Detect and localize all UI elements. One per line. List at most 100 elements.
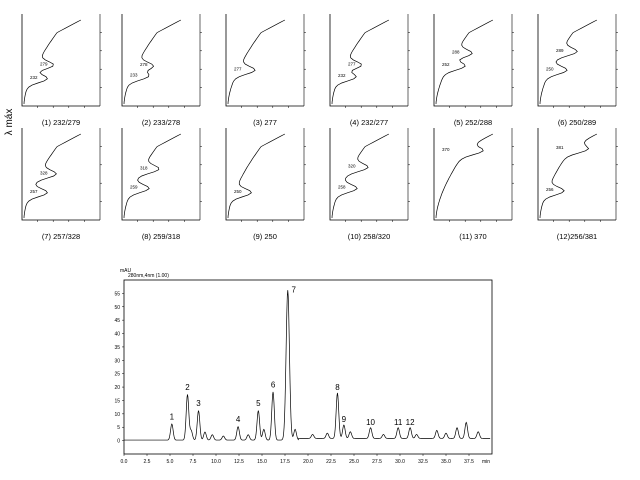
y-axis-unit: mAU	[120, 268, 132, 274]
peak-wavelength-label: 381	[556, 145, 564, 150]
x-tick-label: 27.5	[372, 459, 382, 465]
peak-label-1: 1	[170, 413, 175, 422]
y-tick-label: 40	[114, 332, 120, 338]
peak-label-10: 10	[366, 418, 375, 427]
spectrum-caption: (2) 233/278	[142, 118, 180, 127]
spectrum-caption: (6) 250/289	[558, 118, 596, 127]
spectrum-curve	[23, 19, 82, 105]
spectrum-panel-1: 232 279 (1) 232/279	[21, 14, 102, 127]
y-tick-label: 10	[114, 412, 120, 418]
peak-wavelength-label: 252	[442, 62, 450, 67]
spectrum-panel-4: 232 277 (4) 232/277	[329, 14, 410, 127]
peak-wavelength-label: 278	[140, 62, 148, 67]
y-tick-label: 20	[114, 385, 120, 391]
spectrum-curve	[227, 133, 286, 219]
x-tick-label: 17.5	[280, 459, 290, 465]
x-tick-label: 7.5	[190, 459, 197, 465]
y-tick-label: 0	[117, 439, 120, 445]
panel-axes	[433, 128, 512, 221]
spectrum-panel-11: 370 (11) 370	[433, 128, 514, 241]
peak-label-2: 2	[185, 383, 190, 392]
y-tick-label: 55	[114, 291, 120, 297]
panel-axes	[329, 14, 408, 107]
x-tick-label: 30.0	[395, 459, 405, 465]
peak-label-6: 6	[271, 380, 276, 389]
spectrum-caption: (9) 250	[253, 232, 277, 241]
plot-frame	[123, 279, 493, 455]
x-tick-label: 35.0	[441, 459, 451, 465]
x-tick-label: 32.5	[418, 459, 428, 465]
peak-wavelength-label: 277	[234, 66, 242, 71]
y-side-label: λ máx	[4, 109, 15, 136]
y-tick-label: 5	[117, 425, 120, 431]
x-tick-label: 12.5	[234, 459, 244, 465]
y-tick-label: 30	[114, 358, 120, 364]
spectrum-panel-9: 250 (9) 250	[225, 128, 306, 241]
spectrum-panel-12: 256 381 (12)256/381	[537, 128, 618, 241]
peak-wavelength-label: 328	[40, 170, 48, 175]
panel-axes	[21, 14, 100, 107]
chromatogram-trace	[124, 290, 491, 441]
x-tick-label: 5.0	[167, 459, 174, 465]
spectrum-curve	[23, 133, 82, 219]
panel-axes	[433, 14, 512, 107]
x-tick-label: 2.5	[144, 459, 151, 465]
spectrum-panel-6: 250 289 (6) 250/289	[537, 14, 618, 127]
spectrum-caption: (12)256/381	[557, 232, 597, 241]
spectrum-curve	[123, 133, 182, 219]
peak-wavelength-label: 256	[546, 187, 554, 192]
spectrum-curve	[331, 19, 390, 105]
peak-label-4: 4	[236, 415, 241, 424]
x-tick-label: 25.0	[349, 459, 359, 465]
peak-wavelength-label: 250	[546, 66, 554, 71]
peak-label-5: 5	[256, 399, 261, 408]
spectrum-curve	[435, 19, 494, 105]
peak-wavelength-label: 258	[338, 185, 346, 190]
y-tick-label: 15	[114, 398, 120, 404]
spectrum-panel-5: 252 288 (5) 252/288	[433, 14, 514, 127]
spectrum-curve	[123, 19, 182, 105]
x-axis-unit: min	[482, 459, 490, 465]
peak-wavelength-label: 320	[348, 164, 356, 169]
spectrum-caption: (10) 258/320	[348, 232, 391, 241]
x-tick-label: 10.0	[211, 459, 221, 465]
spectrum-panel-10: 258 320 (10) 258/320	[329, 128, 410, 241]
detector-label: 280nm,4nm (1.00)	[128, 273, 169, 279]
panel-axes	[121, 128, 200, 221]
peak-label-9: 9	[342, 415, 347, 424]
panel-axes	[225, 128, 304, 221]
x-tick-label: 20.0	[303, 459, 313, 465]
y-tick-label: 25	[114, 372, 120, 378]
panel-axes	[329, 128, 408, 221]
x-tick-label: 0.0	[121, 459, 128, 465]
peak-wavelength-label: 279	[40, 61, 48, 66]
panel-axes	[537, 128, 616, 221]
peak-wavelength-label: 277	[348, 61, 356, 66]
spectrum-curve	[227, 19, 286, 105]
spectrum-curve	[435, 133, 494, 219]
x-tick-label: 37.5	[464, 459, 474, 465]
spectrum-panel-3: 277 (3) 277	[225, 14, 306, 127]
spectrum-caption: (5) 252/288	[454, 118, 492, 127]
panel-axes	[21, 128, 100, 221]
peak-wavelength-label: 370	[442, 147, 450, 152]
spectrum-caption: (7) 257/328	[42, 232, 80, 241]
peak-label-12: 12	[406, 418, 415, 427]
panel-axes	[225, 14, 304, 107]
peak-wavelength-label: 289	[556, 48, 564, 53]
y-tick-label: 45	[114, 318, 120, 324]
spectrum-panel-8: 259 318 (8) 259/318	[121, 128, 202, 241]
peak-wavelength-label: 259	[130, 185, 138, 190]
x-tick-label: 15.0	[257, 459, 267, 465]
peak-label-3: 3	[196, 399, 201, 408]
peak-wavelength-label: 288	[452, 50, 460, 55]
peak-wavelength-label: 318	[140, 165, 148, 170]
spectrum-caption: (1) 232/279	[42, 118, 80, 127]
spectrum-curve	[539, 133, 598, 219]
peak-wavelength-label: 232	[338, 73, 346, 78]
peak-label-7: 7	[292, 286, 297, 295]
